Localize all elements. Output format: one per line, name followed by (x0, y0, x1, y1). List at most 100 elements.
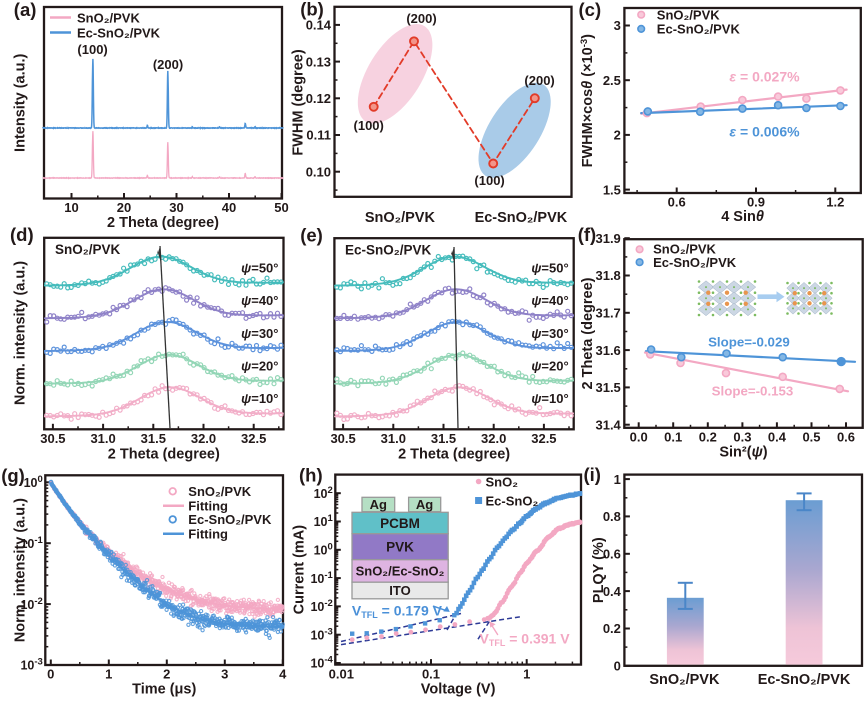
svg-text:0.6: 0.6 (837, 430, 855, 445)
svg-text:31.9: 31.9 (595, 231, 620, 246)
svg-text:4: 4 (279, 667, 287, 682)
svg-text:32.0: 32.0 (191, 431, 216, 446)
svg-text:ε = 0.027%: ε = 0.027% (729, 69, 800, 85)
svg-text:SnO₂/PVK: SnO₂/PVK (653, 241, 716, 256)
svg-text:ITO: ITO (389, 583, 410, 598)
svg-text:Fitting: Fitting (188, 498, 228, 513)
svg-text:1: 1 (614, 472, 621, 487)
svg-text:(i): (i) (584, 464, 601, 485)
svg-text:31.0: 31.0 (381, 431, 406, 446)
svg-text:31.5: 31.5 (141, 431, 166, 446)
svg-text:(a): (a) (14, 0, 37, 20)
svg-text:1.5: 1.5 (603, 182, 621, 197)
svg-text:0.9: 0.9 (747, 195, 765, 210)
svg-text:(f): (f) (578, 224, 596, 245)
svg-text:PCBM: PCBM (380, 516, 420, 531)
svg-text:0.2: 0.2 (603, 621, 621, 636)
svg-text:FWHM×cosθ (×10-3): FWHM×cosθ (×10-3) (579, 34, 596, 168)
svg-text:ψ=10°: ψ=10° (241, 391, 278, 406)
svg-text:3: 3 (221, 667, 228, 682)
svg-text:0.4: 0.4 (768, 430, 787, 445)
svg-text:1: 1 (105, 667, 112, 682)
svg-text:32.0: 32.0 (481, 431, 506, 446)
svg-text:(e): (e) (300, 225, 323, 246)
svg-text:50: 50 (274, 200, 288, 215)
svg-text:30.5: 30.5 (330, 431, 355, 446)
svg-text:0.13: 0.13 (306, 54, 331, 69)
svg-text:ψ=50°: ψ=50° (531, 260, 568, 275)
svg-text:2 Theta (degree): 2 Theta (degree) (580, 277, 596, 389)
svg-text:31.4: 31.4 (595, 417, 621, 432)
svg-text:1.2: 1.2 (826, 195, 844, 210)
svg-text:0.01: 0.01 (329, 666, 354, 681)
svg-text:PVK: PVK (386, 540, 414, 555)
svg-text:(c): (c) (579, 0, 602, 20)
svg-text:Ag: Ag (416, 497, 433, 512)
svg-text:0.6: 0.6 (603, 547, 621, 562)
svg-text:Norm. intensity (a.u.): Norm. intensity (a.u.) (13, 498, 29, 642)
svg-text:Voltage (V): Voltage (V) (421, 682, 496, 698)
svg-text:SnO₂/PVK: SnO₂/PVK (55, 242, 121, 257)
svg-text:0.10: 0.10 (306, 164, 331, 179)
svg-text:Ec-SnO₂/PVK: Ec-SnO₂/PVK (77, 25, 161, 40)
svg-text:SnO₂/PVK: SnO₂/PVK (77, 10, 140, 25)
svg-text:Ec-SnO₂/PVK: Ec-SnO₂/PVK (657, 22, 741, 37)
svg-text:ψ=10°: ψ=10° (531, 391, 568, 406)
svg-text:0.6: 0.6 (668, 195, 686, 210)
svg-text:SnO₂/PVK: SnO₂/PVK (365, 210, 436, 226)
svg-text:0.3: 0.3 (733, 430, 751, 445)
svg-text:32.5: 32.5 (531, 431, 556, 446)
svg-text:SnO₂/PVK: SnO₂/PVK (188, 484, 251, 499)
svg-text:(200): (200) (524, 73, 554, 88)
svg-text:(200): (200) (153, 57, 183, 72)
svg-text:FWHM (degree): FWHM (degree) (291, 49, 307, 156)
svg-text:Ec-SnO₂/PVK: Ec-SnO₂/PVK (758, 672, 851, 688)
svg-text:31.8: 31.8 (595, 268, 620, 283)
svg-text:Current (mA): Current (mA) (292, 525, 308, 615)
svg-text:0.1: 0.1 (664, 430, 682, 445)
svg-text:(b): (b) (300, 0, 324, 19)
svg-text:(g): (g) (1, 465, 25, 486)
svg-text:31.5: 31.5 (431, 431, 456, 446)
svg-text:ψ=20°: ψ=20° (531, 359, 568, 374)
svg-text:32.5: 32.5 (241, 431, 266, 446)
svg-text:(100): (100) (474, 173, 504, 188)
svg-text:3: 3 (614, 18, 621, 33)
svg-text:30.5: 30.5 (40, 431, 65, 446)
svg-text:ψ=40°: ψ=40° (241, 293, 278, 308)
svg-text:0.4: 0.4 (603, 584, 622, 599)
svg-text:Ec-SnO₂/PVK: Ec-SnO₂/PVK (653, 255, 737, 270)
svg-text:Time (μs): Time (μs) (132, 682, 196, 698)
svg-text:SnO₂/PVK: SnO₂/PVK (657, 7, 720, 22)
svg-text:31.0: 31.0 (90, 431, 115, 446)
svg-text:Norm. intensity (a.u.): Norm. intensity (a.u.) (13, 261, 29, 405)
svg-text:Ec-SnO₂/PVK: Ec-SnO₂/PVK (188, 512, 272, 527)
svg-text:Slope=-0.153: Slope=-0.153 (712, 384, 794, 399)
svg-text:10: 10 (64, 200, 78, 215)
svg-text:0.0: 0.0 (630, 430, 648, 445)
svg-text:40: 40 (222, 200, 236, 215)
svg-text:0.8: 0.8 (603, 509, 621, 524)
svg-text:2.5: 2.5 (603, 73, 621, 88)
svg-text:31.6: 31.6 (595, 343, 620, 358)
svg-text:2: 2 (614, 128, 621, 143)
svg-text:SnO₂: SnO₂ (486, 475, 519, 490)
svg-text:0.1: 0.1 (422, 666, 440, 681)
svg-text:ψ=30°: ψ=30° (241, 326, 278, 341)
svg-text:1: 1 (523, 666, 530, 681)
svg-text:Intensity (a.u.): Intensity (a.u.) (13, 53, 29, 151)
svg-text:(d): (d) (10, 224, 34, 245)
svg-text:(100): (100) (354, 118, 384, 133)
svg-text:0.5: 0.5 (802, 430, 820, 445)
svg-text:0: 0 (614, 659, 621, 674)
svg-text:0: 0 (47, 667, 54, 682)
svg-text:ψ=40°: ψ=40° (531, 293, 568, 308)
svg-text:Sin²(ψ): Sin²(ψ) (719, 444, 767, 460)
svg-text:SnO₂/PVK: SnO₂/PVK (649, 672, 720, 688)
svg-text:2 Theta (degree): 2 Theta (degree) (398, 446, 510, 462)
svg-text:Fitting: Fitting (188, 526, 228, 541)
svg-text:ε = 0.006%: ε = 0.006% (729, 124, 800, 140)
svg-text:20: 20 (117, 200, 131, 215)
svg-text:0.12: 0.12 (306, 91, 331, 106)
svg-text:ψ=30°: ψ=30° (531, 326, 568, 341)
